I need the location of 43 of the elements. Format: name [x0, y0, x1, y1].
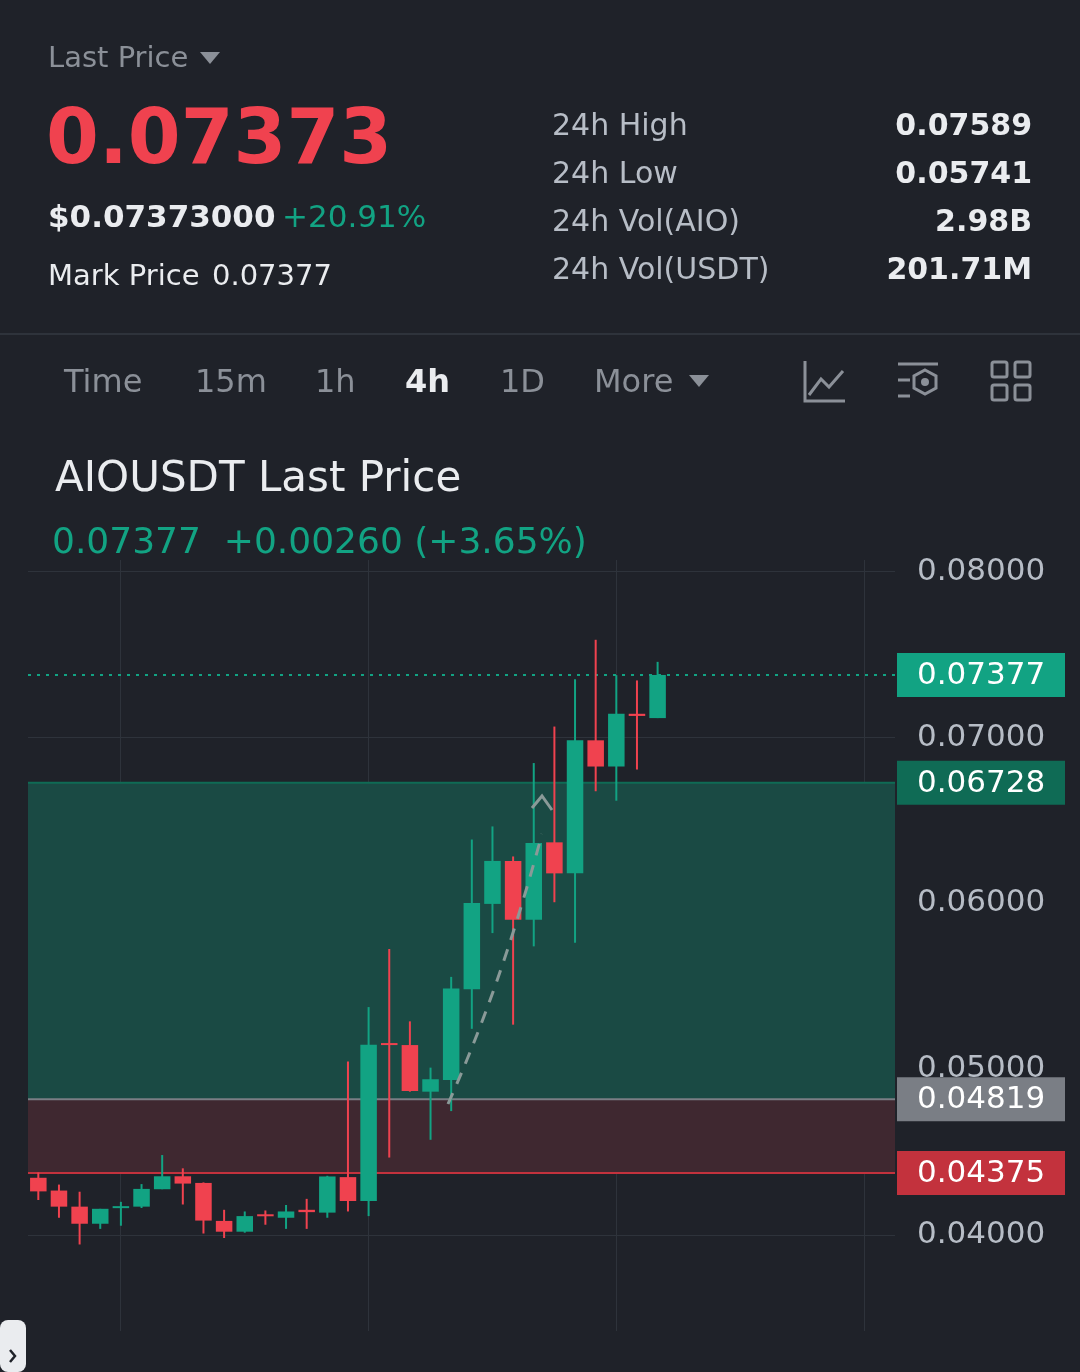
candlestick	[112, 1200, 130, 1227]
candlestick	[422, 1066, 439, 1141]
text: Mark Price	[48, 258, 200, 292]
text: $0.07373000	[48, 198, 276, 234]
candlestick	[215, 1208, 233, 1239]
ref-line-label: 0.07377	[916, 655, 1046, 692]
y-tick-label: 0.08000	[917, 550, 1046, 587]
y-tick-label: 0.04000	[917, 1214, 1046, 1251]
candlestick	[380, 948, 398, 1159]
candlestick	[174, 1167, 192, 1206]
text: 1h	[315, 362, 356, 400]
text: 4h	[405, 362, 451, 400]
text: 24h High	[552, 107, 688, 142]
text: More	[594, 362, 674, 400]
candlestick	[71, 1190, 88, 1246]
candlestick	[133, 1183, 150, 1209]
text: 2.98B	[935, 203, 1032, 238]
chart-subtitle: 0.07377 +0.00260 (+3.65%)	[52, 520, 587, 561]
text: 0.07377	[212, 258, 332, 292]
candlestick	[50, 1183, 68, 1219]
candlestick	[339, 1060, 357, 1213]
text: Last Price	[48, 40, 189, 74]
candlestick	[30, 1171, 47, 1202]
chart-title: AIOUSDT Last Price	[55, 452, 462, 501]
text: 201.71M	[886, 251, 1032, 286]
text: Time	[64, 362, 143, 400]
text: 24h Low	[552, 155, 678, 190]
text: 15m	[195, 362, 267, 400]
text: 24h Vol(USDT)	[552, 251, 770, 286]
text: +20.91%	[282, 198, 427, 234]
text: 0.05741	[895, 155, 1032, 190]
y-tick-label: 0.06000	[917, 882, 1046, 919]
y-tick-label: 0.07000	[917, 716, 1046, 753]
text: 0.07589	[895, 107, 1032, 142]
ref-line-label: 0.04375	[916, 1153, 1046, 1190]
text: 24h Vol(AIO)	[552, 203, 740, 238]
candlestick	[277, 1203, 295, 1230]
text: 0.07373	[46, 92, 393, 181]
candlestick	[257, 1209, 274, 1226]
candlestick	[236, 1210, 254, 1234]
text: 1D	[500, 362, 545, 400]
ref-line-label: 0.06728	[916, 762, 1046, 799]
candlestick	[153, 1154, 171, 1191]
